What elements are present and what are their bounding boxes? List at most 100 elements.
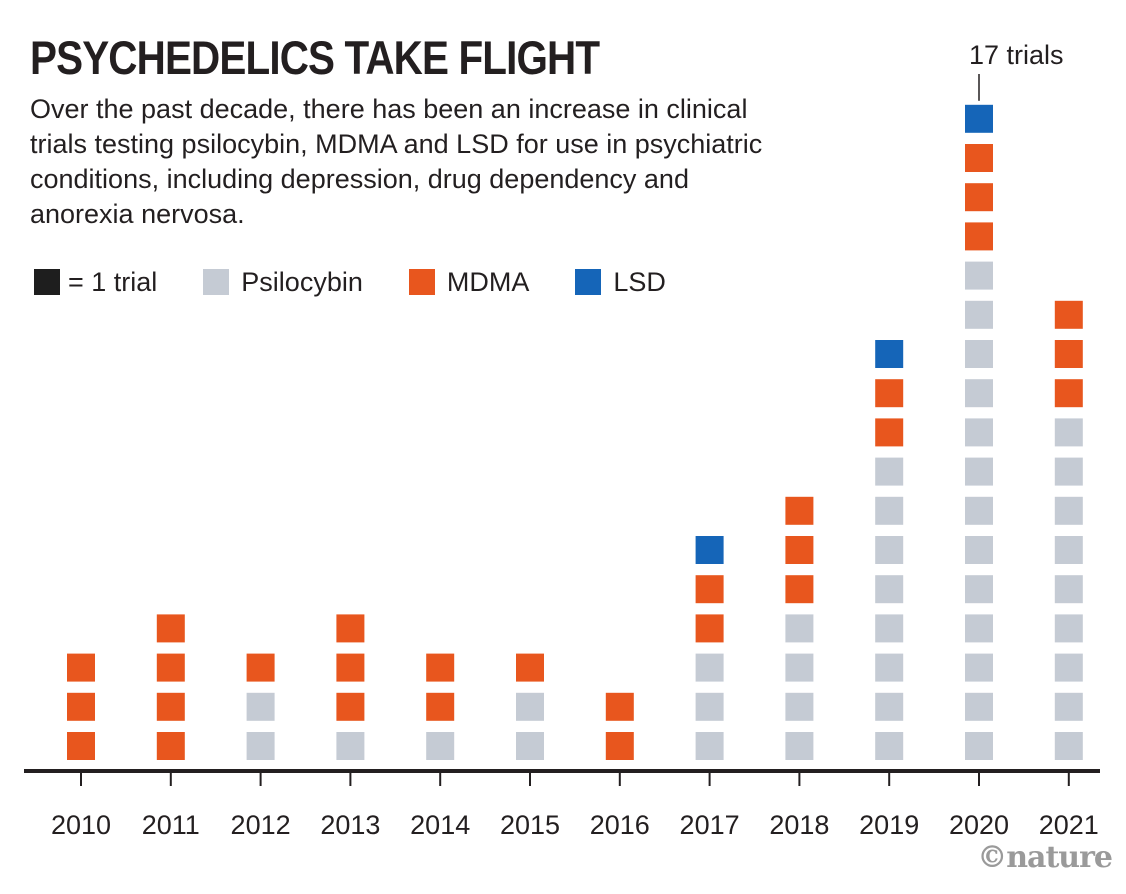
legend-swatch-psilocybin [203,269,230,295]
square-mdma-2010-1 [67,732,95,760]
legend-swatch-mdma [408,269,435,295]
square-psilocybin-2019-2 [875,692,904,721]
square-mdma-2011-3 [156,653,185,682]
square-mdma-2013-3 [336,614,365,643]
legend: = 1 trial Psilocybin MDMA LSD [34,264,712,300]
square-psilocybin-2015-2 [516,692,544,721]
square-mdma-2017-1 [695,614,724,643]
x-tick-label-2016: 2016 [590,810,650,840]
x-tick-label-2015: 2015 [500,810,560,840]
square-lsd-2017-1 [695,536,724,564]
legend-label-lsd: LSD [613,266,666,297]
square-psilocybin-2019-3 [875,653,904,682]
x-tick-label-2020: 2020 [949,810,1009,840]
square-psilocybin-2021-1 [1054,732,1083,760]
x-tick-label-2017: 2017 [680,810,740,840]
annotation-total-label: 17 trials [969,40,1064,70]
chart-subtitle: Over the past decade, there has been an … [30,94,763,229]
x-tick-label-2013: 2013 [320,810,380,840]
square-psilocybin-2018-2 [785,692,814,721]
square-psilocybin-2020-10 [965,379,993,408]
square-mdma-2016-2 [605,692,634,721]
square-lsd-2020-1 [965,104,993,133]
legend-item-mdma: MDMA [408,266,530,298]
square-mdma-2011-1 [156,732,185,760]
square-psilocybin-2019-7 [875,496,904,525]
x-tick-label-2021: 2021 [1039,810,1099,840]
square-mdma-2014-2 [426,653,455,682]
square-mdma-2021-3 [1054,300,1083,329]
square-mdma-2017-2 [695,575,724,604]
square-mdma-2020-2 [965,183,993,212]
square-psilocybin-2021-9 [1054,418,1083,447]
x-tick-label-2019: 2019 [859,810,919,840]
square-psilocybin-2020-6 [965,536,993,564]
square-psilocybin-2019-8 [875,457,904,486]
square-psilocybin-2018-1 [785,732,814,760]
square-psilocybin-2020-4 [965,614,993,643]
square-mdma-2018-2 [785,536,814,564]
square-psilocybin-2020-3 [965,653,993,682]
square-psilocybin-2020-12 [965,300,993,329]
square-psilocybin-2021-8 [1054,457,1083,486]
square-psilocybin-2017-2 [695,692,724,721]
square-mdma-2019-1 [875,418,904,447]
square-mdma-2018-3 [785,496,814,525]
square-psilocybin-2017-1 [695,732,724,760]
square-psilocybin-2021-6 [1054,536,1083,564]
square-psilocybin-2019-4 [875,614,904,643]
legend-item-psilocybin: Psilocybin [203,267,363,298]
square-psilocybin-2020-9 [965,418,993,447]
square-lsd-2019-1 [875,340,904,368]
square-psilocybin-2019-6 [875,536,904,564]
x-tick-label-2011: 2011 [142,810,200,840]
square-psilocybin-2012-2 [246,692,275,721]
legend-label-unit: = 1 trial [68,266,158,297]
square-psilocybin-2020-7 [965,496,993,525]
x-tick-label-2012: 2012 [231,810,291,840]
square-psilocybin-2020-13 [965,261,993,290]
square-psilocybin-2020-1 [965,732,993,760]
square-psilocybin-2017-3 [695,653,724,682]
square-psilocybin-2020-5 [965,575,993,604]
legend-label-mdma: MDMA [446,266,530,297]
square-psilocybin-2021-7 [1054,496,1083,525]
square-mdma-2011-2 [156,692,185,721]
square-mdma-2020-1 [965,222,993,251]
legend-label-psilocybin: Psilocybin [241,266,363,297]
square-psilocybin-2021-2 [1054,692,1083,721]
square-mdma-2021-1 [1054,379,1083,408]
x-tick-label-2018: 2018 [769,810,829,840]
square-psilocybin-2020-11 [965,340,993,368]
square-mdma-2013-2 [336,653,365,682]
square-mdma-2018-1 [785,575,814,604]
square-mdma-2014-1 [426,692,455,721]
square-mdma-2010-3 [67,653,95,682]
square-psilocybin-2015-1 [516,732,544,760]
x-tick-label-2010: 2010 [51,810,111,840]
legend-swatch-lsd [575,269,602,295]
x-tick-label-2014: 2014 [410,810,470,840]
square-mdma-2019-2 [875,379,904,408]
square-psilocybin-2012-1 [246,732,275,760]
square-mdma-2016-1 [605,732,634,760]
chart-title: PSYCHEDELICS TAKE FLIGHT [30,31,600,84]
square-psilocybin-2018-3 [785,653,814,682]
square-psilocybin-2014-1 [426,732,455,760]
square-mdma-2010-2 [67,692,95,721]
square-psilocybin-2021-3 [1054,653,1083,682]
square-psilocybin-2018-4 [785,614,814,643]
legend-item-unit: = 1 trial [34,267,157,298]
square-mdma-2013-1 [336,692,365,721]
square-mdma-2020-3 [965,144,993,172]
square-psilocybin-2019-1 [875,732,904,760]
nature-credit-logo: ©nature [977,840,1113,875]
square-psilocybin-2021-4 [1054,614,1083,643]
square-mdma-2012-1 [246,653,275,682]
square-psilocybin-2019-5 [875,575,904,604]
legend-swatch-unit [34,269,60,295]
square-mdma-2015-1 [516,653,544,682]
square-mdma-2011-4 [156,614,185,643]
legend-item-lsd: LSD [575,267,666,298]
